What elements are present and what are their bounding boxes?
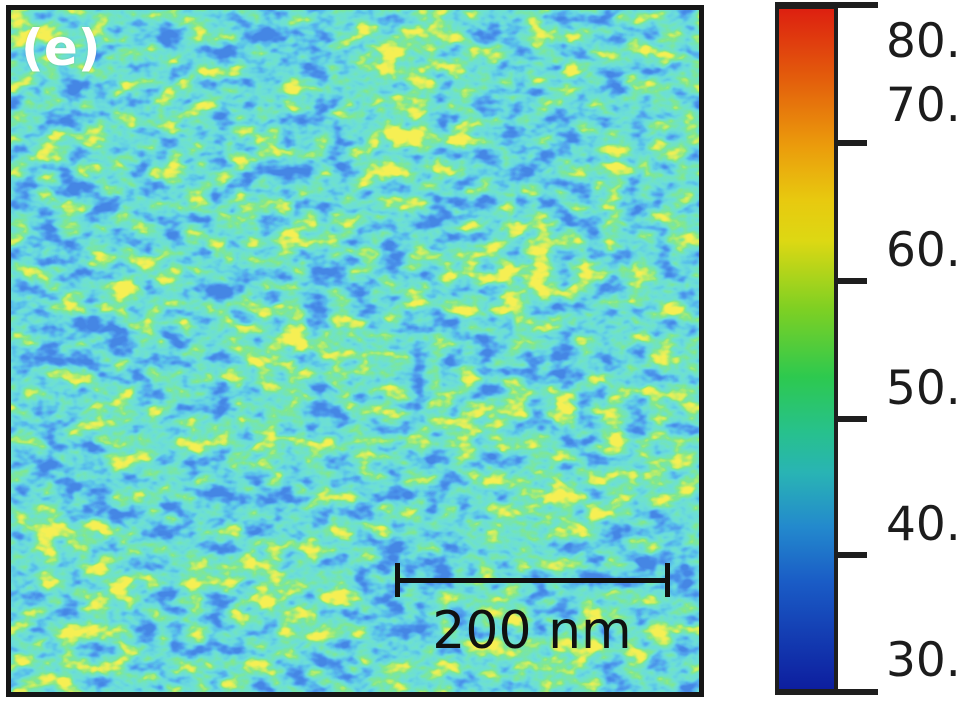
panel-label: (e) (21, 19, 101, 77)
scale-bar-left-cap (395, 563, 400, 597)
scale-bar-right-cap (665, 563, 670, 597)
colorbar-label-60: 60.0 (886, 223, 957, 278)
afm-texture-image (11, 10, 699, 692)
colorbar-tick-60 (836, 278, 867, 284)
colorbar-gradient (775, 5, 838, 695)
colorbar-tick-70 (836, 140, 867, 146)
colorbar-label-70: 70.0 (886, 78, 957, 133)
afm-image-panel: (e) 200 nm (6, 5, 704, 697)
colorbar-label-80: 80.0 (886, 14, 957, 69)
colorbar-tick-50 (836, 416, 867, 422)
colorbar-label-50: 50.0 (886, 361, 957, 416)
colorbar-label-40: 40.0 (886, 497, 957, 552)
colorbar-bottom-cap (775, 689, 878, 695)
colorbar-tick-40 (836, 552, 867, 558)
colorbar-top-cap (775, 2, 878, 8)
colorbar-label-30: 30.0 (886, 633, 957, 688)
scale-bar-line (395, 578, 670, 583)
scale-bar-label: 200 nm (432, 601, 632, 661)
